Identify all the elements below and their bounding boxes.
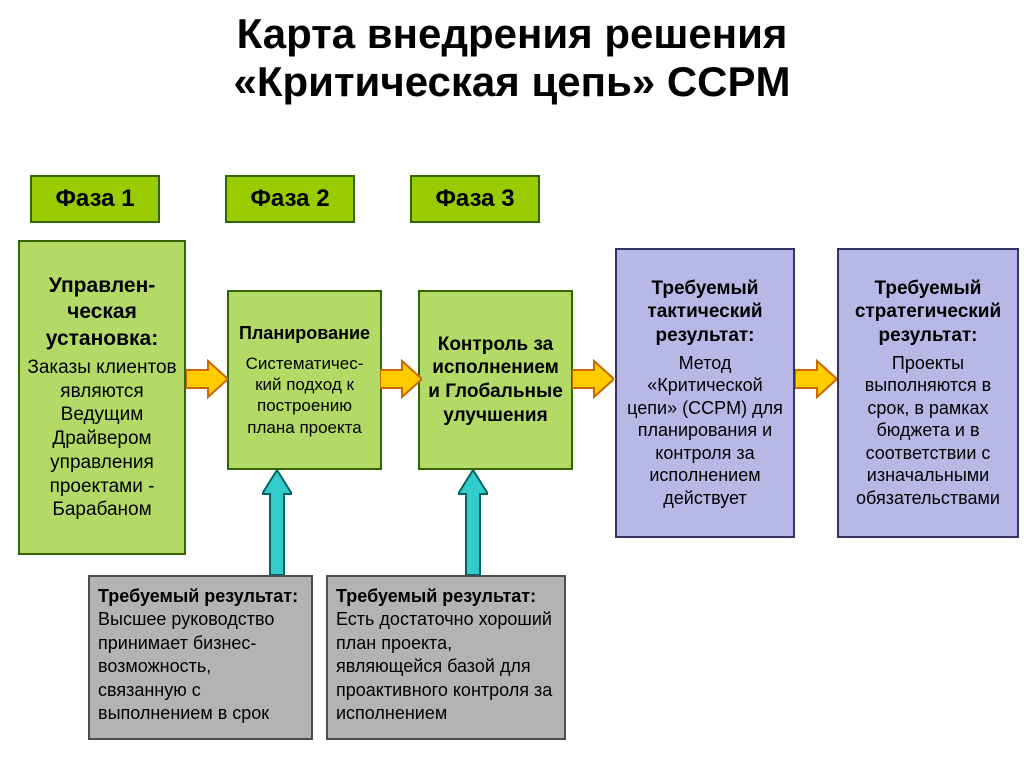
result1-box: Требуемый результат: Высшее руководство … [88, 575, 313, 740]
arrow-up-icon [458, 470, 488, 575]
tactical-title: Требуемый тактический результат: [623, 277, 787, 348]
tactical-body: Метод «Критической цепи» (CCPM) для план… [623, 352, 787, 510]
arrow-up-icon [262, 470, 292, 575]
strategic-body: Проекты выполняются в срок, в рамках бюд… [845, 352, 1011, 510]
arrow-right-icon [795, 358, 837, 400]
title-line1: Карта внедрения решения [0, 10, 1024, 58]
phase-label-1-text: Фаза 1 [55, 185, 134, 213]
arrow-right-icon [572, 358, 614, 400]
phase1-body: Заказы клиентов являются Ведущим Драйвер… [26, 356, 178, 522]
arrow-right-icon [380, 358, 422, 400]
phase1-title: Управлен-ческая установка: [26, 273, 178, 352]
phase2-body: Систематичес-кий подход к построению пла… [235, 353, 374, 438]
result2-title: Требуемый результат: [336, 586, 536, 606]
strategic-title: Требуемый стратегический результат: [845, 277, 1011, 348]
phase-label-2: Фаза 2 [225, 175, 355, 223]
result1-body: Высшее руководство принимает бизнес-возм… [98, 609, 274, 723]
phase-label-3-text: Фаза 3 [435, 185, 514, 213]
phase2-box: Планирование Систематичес-кий подход к п… [227, 290, 382, 470]
phase2-title: Планирование [239, 322, 370, 345]
phase3-box: Контроль за исполнением и Глобальные улу… [418, 290, 573, 470]
result2-box: Требуемый результат: Есть достаточно хор… [326, 575, 566, 740]
arrow-right-icon [186, 358, 228, 400]
phase1-box: Управлен-ческая установка: Заказы клиент… [18, 240, 186, 555]
page-title: Карта внедрения решения «Критическая цеп… [0, 0, 1024, 107]
strategic-box: Требуемый стратегический результат: Прое… [837, 248, 1019, 538]
phase3-body: Контроль за исполнением и Глобальные улу… [426, 333, 565, 428]
result1-title: Требуемый результат: [98, 586, 298, 606]
tactical-box: Требуемый тактический результат: Метод «… [615, 248, 795, 538]
phase-label-2-text: Фаза 2 [250, 185, 329, 213]
phase-label-1: Фаза 1 [30, 175, 160, 223]
title-line2: «Критическая цепь» CCPM [0, 58, 1024, 106]
result2-body: Есть достаточно хороший план проекта, яв… [336, 609, 552, 723]
phase-label-3: Фаза 3 [410, 175, 540, 223]
